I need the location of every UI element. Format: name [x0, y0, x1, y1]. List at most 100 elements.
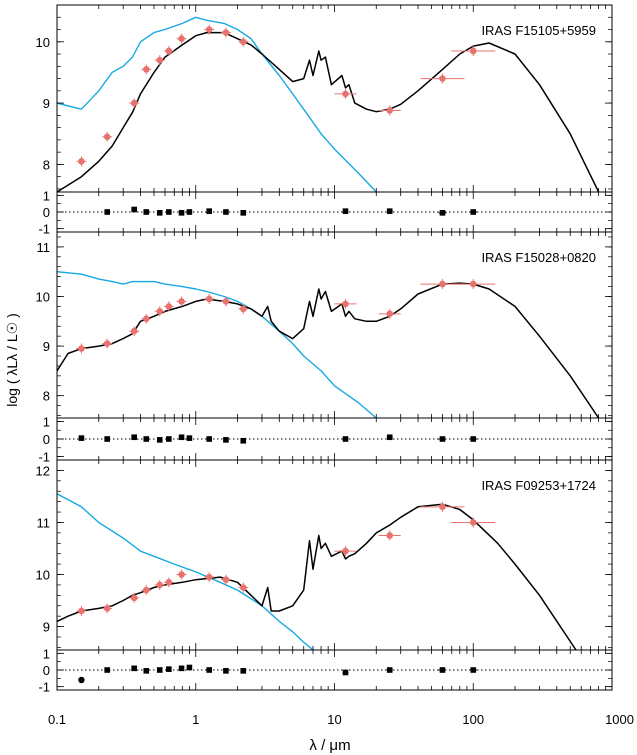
residual-marker — [78, 676, 85, 684]
residual-point — [78, 435, 85, 441]
photometry-point — [154, 55, 165, 66]
photometry-marker — [103, 340, 111, 347]
residual-point — [342, 436, 349, 442]
photometry-marker — [130, 327, 138, 335]
x-tick-label: 1 — [192, 712, 199, 727]
y-tick-label: 10 — [36, 289, 50, 304]
photometry-point — [378, 530, 401, 541]
photometry-point — [204, 293, 215, 304]
residual-point — [206, 436, 212, 442]
residual-point — [178, 434, 185, 441]
panel-title: IRAS F15028+0820 — [481, 250, 596, 265]
photometry-marker — [386, 532, 394, 539]
residual-point — [156, 210, 163, 216]
photometry-point — [238, 582, 249, 593]
residual-point — [104, 209, 110, 215]
residual-point — [240, 668, 247, 674]
photometry-marker — [178, 298, 185, 305]
residual-point — [186, 209, 193, 215]
residual-point — [469, 209, 478, 215]
photometry-point — [176, 569, 187, 580]
photometry-marker — [142, 586, 150, 594]
residual-point — [240, 210, 247, 216]
photometry-marker — [239, 305, 247, 313]
photometry-marker — [78, 158, 85, 165]
photometry-marker — [142, 315, 150, 323]
residual-point — [438, 667, 447, 673]
photometry-marker — [178, 35, 185, 43]
residual-marker — [104, 436, 110, 442]
x-axis-label: λ / μm — [309, 737, 350, 754]
residual-marker — [186, 664, 193, 671]
residual-point — [156, 667, 163, 673]
stellar-model-curve — [57, 271, 377, 418]
residual-point — [342, 208, 349, 214]
residual-marker — [143, 209, 150, 215]
photometry-marker — [439, 280, 446, 288]
residual-marker — [386, 667, 393, 673]
photometry-point — [220, 296, 231, 307]
residual-point — [206, 667, 212, 673]
photometry-marker — [178, 571, 185, 578]
photometry-point — [102, 131, 113, 142]
stellar-model-curve — [57, 493, 314, 650]
photometry-marker — [239, 584, 247, 591]
photometry-point — [451, 279, 496, 290]
photometry-point — [220, 574, 231, 585]
residual-marker — [470, 667, 477, 673]
photometry-marker — [78, 607, 85, 615]
y-tick-label: 8 — [43, 157, 50, 172]
photometry-point — [334, 546, 357, 557]
y-tick-label: 8 — [43, 389, 50, 404]
residual-point — [186, 435, 193, 441]
photometry-marker — [469, 280, 477, 288]
residual-marker — [206, 436, 212, 442]
photometry-marker — [205, 26, 213, 33]
residual-point — [223, 209, 229, 215]
residual-marker — [156, 210, 163, 216]
photometry-marker — [342, 300, 349, 308]
y-tick-label: 0 — [43, 432, 50, 447]
y-tick-label: 10 — [36, 35, 50, 50]
residual-marker — [78, 435, 85, 441]
photometry-marker — [439, 75, 446, 82]
y-tick-label: 9 — [43, 96, 50, 111]
photometry-marker — [165, 303, 173, 310]
panel-title: IRAS F09253+1724 — [481, 478, 596, 493]
photometry-point — [163, 577, 174, 588]
y-axis-label: log ( λLλ / L☉ ) — [4, 313, 20, 406]
residual-point — [104, 667, 110, 673]
y-tick-label: -1 — [38, 450, 50, 465]
total-model-curve — [57, 31, 600, 192]
residual-marker — [386, 208, 393, 214]
residual-marker — [439, 667, 446, 673]
photometry-point — [163, 45, 174, 56]
y-tick-label: -1 — [38, 222, 50, 237]
residual-marker — [342, 669, 349, 676]
residual-marker — [178, 210, 185, 216]
residual-marker — [470, 436, 477, 442]
residual-marker — [470, 209, 477, 215]
photometry-marker — [130, 99, 138, 107]
residual-panel: 1 0 -1 — [38, 646, 613, 695]
residual-marker — [342, 208, 349, 214]
y-tick-label: -1 — [38, 680, 50, 695]
residual-marker — [156, 667, 163, 673]
photometry-marker — [156, 581, 164, 589]
y-tick-label: 9 — [43, 339, 50, 354]
residual-marker — [143, 436, 150, 442]
photometry-point — [102, 338, 113, 349]
y-tick-label: 1 — [43, 188, 50, 203]
residual-point — [166, 666, 172, 672]
y-tick-label: 0 — [43, 663, 50, 678]
residual-marker — [223, 209, 229, 215]
photometry-point — [378, 105, 401, 116]
residual-marker — [143, 668, 150, 674]
residual-point — [143, 436, 150, 442]
residual-marker — [178, 434, 185, 441]
x-tick-label: 10 — [327, 712, 341, 727]
photometry-point — [141, 313, 152, 324]
photometry-point — [129, 326, 140, 337]
